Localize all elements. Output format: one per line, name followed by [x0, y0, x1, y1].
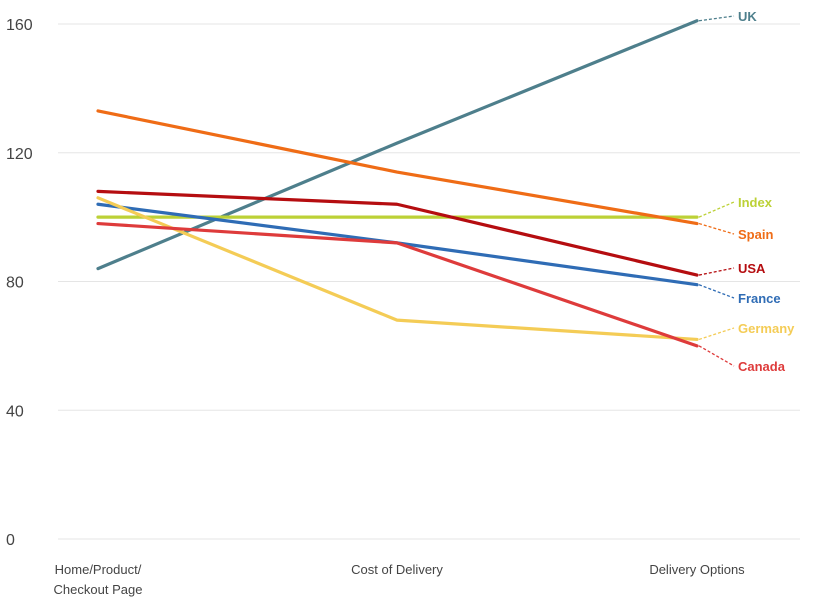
y-tick-label: 80: [6, 275, 24, 292]
leader-line-uk: [698, 15, 735, 22]
series-label-usa: USA: [738, 261, 766, 276]
y-tick-label: 120: [6, 146, 33, 163]
leader-line-index: [698, 201, 735, 218]
x-category-label: Delivery Options: [649, 562, 745, 577]
leader-line-spain: [698, 222, 735, 235]
x-axis: Home/Product/Checkout Page Cost of Delive…: [54, 562, 746, 597]
series-label-spain: Spain: [738, 227, 773, 242]
series-line-germany: [96, 196, 699, 342]
grid-lines: [58, 23, 800, 540]
series-label-france: France: [738, 291, 781, 306]
series-label-germany: Germany: [738, 321, 795, 336]
series-label-uk: UK: [738, 9, 757, 24]
series-line-uk: [96, 19, 699, 271]
series-line-usa: [96, 189, 699, 277]
series-lines: [96, 19, 699, 348]
y-axis: 0 40 80 120 160: [6, 17, 33, 549]
x-category-label: Home/Product/Checkout Page: [54, 562, 143, 597]
y-tick-label: 40: [6, 403, 24, 420]
leader-line-usa: [698, 267, 735, 276]
leader-line-germany: [698, 327, 735, 341]
series-labels: UK Index Spain USA France Germany Canada: [698, 9, 795, 374]
series-line-spain: [96, 109, 699, 226]
series-label-canada: Canada: [738, 359, 786, 374]
y-tick-label: 160: [6, 17, 33, 34]
series-line-canada: [96, 221, 699, 348]
leader-line-canada: [698, 345, 735, 367]
leader-line-france: [698, 284, 735, 299]
series-label-index: Index: [738, 195, 773, 210]
x-category-label: Cost of Delivery: [351, 562, 443, 577]
y-tick-label: 0: [6, 532, 15, 549]
